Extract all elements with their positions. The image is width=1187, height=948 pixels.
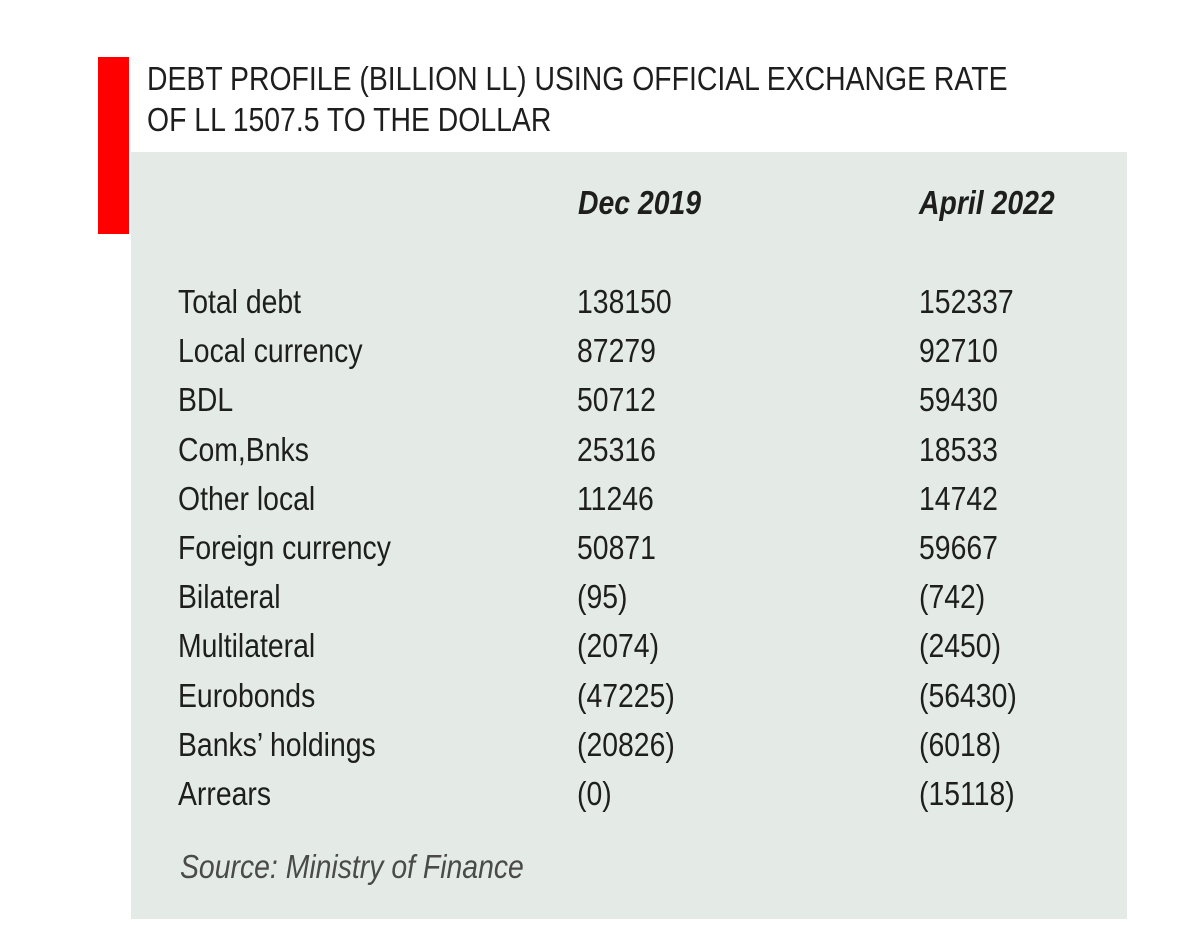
cell-april-2022: (742) — [919, 578, 986, 616]
cell-dec-2019: (95) — [577, 578, 628, 616]
row-label: BDL — [178, 381, 234, 419]
table-body: Total debt 138150 152337 Local currency 8727… — [0, 280, 1187, 821]
table-row: Bilateral (95) (742) — [0, 575, 1187, 624]
cell-april-2022: 18533 — [919, 430, 998, 468]
source-note: Source: Ministry of Finance — [180, 848, 524, 885]
table-row: Com,Bnks 25316 18533 — [0, 428, 1187, 477]
cell-april-2022: (15118) — [919, 774, 1015, 812]
cell-april-2022: (2450) — [919, 627, 1002, 665]
table-row: Eurobonds (47225) (56430) — [0, 674, 1187, 723]
table-row: Foreign currency 50871 59667 — [0, 526, 1187, 575]
table-panel — [131, 152, 1127, 919]
row-label: Local currency — [178, 332, 363, 370]
row-label: Arrears — [178, 774, 272, 812]
column-header-april-2022: April 2022 — [919, 184, 1055, 221]
table-row: Arrears (0) (15118) — [0, 772, 1187, 821]
cell-dec-2019: (20826) — [577, 725, 675, 763]
table-row: Multilateral (2074) (2450) — [0, 624, 1187, 673]
cell-april-2022: (6018) — [919, 725, 1002, 763]
cell-dec-2019: (0) — [577, 774, 612, 812]
column-header-dec-2019: Dec 2019 — [578, 184, 702, 221]
cell-april-2022: 59667 — [919, 528, 998, 566]
table-row: Total debt 138150 152337 — [0, 280, 1187, 329]
cell-april-2022: 92710 — [919, 332, 998, 370]
row-label: Eurobonds — [178, 676, 316, 714]
table-row: Other local 11246 14742 — [0, 477, 1187, 526]
table-title-line-2: OF LL 1507.5 TO THE DOLLAR — [147, 101, 552, 138]
cell-dec-2019: 50871 — [577, 528, 656, 566]
table-row: Local currency 87279 92710 — [0, 329, 1187, 378]
row-label: Com,Bnks — [178, 430, 309, 468]
row-label: Multilateral — [178, 627, 316, 665]
cell-dec-2019: 25316 — [577, 430, 656, 468]
cell-april-2022: 152337 — [919, 283, 1014, 320]
table-title: DEBT PROFILE (BILLION LL) USING OFFICIAL… — [147, 58, 1008, 140]
cell-april-2022: (56430) — [919, 676, 1017, 714]
cell-dec-2019: (2074) — [577, 627, 660, 665]
row-label: Foreign currency — [178, 528, 391, 566]
row-label: Other local — [178, 479, 316, 517]
table-row: Banks’ holdings (20826) (6018) — [0, 723, 1187, 772]
cell-april-2022: 59430 — [919, 381, 998, 419]
table-row: BDL 50712 59430 — [0, 378, 1187, 427]
cell-dec-2019: 138150 — [577, 283, 672, 320]
table-title-line-1: DEBT PROFILE (BILLION LL) USING OFFICIAL… — [147, 60, 1008, 97]
cell-april-2022: 14742 — [919, 479, 998, 517]
cell-dec-2019: 50712 — [577, 381, 656, 419]
row-label: Banks’ holdings — [178, 725, 376, 763]
cell-dec-2019: 87279 — [577, 332, 656, 370]
cell-dec-2019: (47225) — [577, 676, 675, 714]
cell-dec-2019: 11246 — [577, 479, 654, 517]
row-label: Total debt — [178, 283, 302, 320]
row-label: Bilateral — [178, 578, 281, 616]
red-accent-bar — [98, 57, 129, 234]
